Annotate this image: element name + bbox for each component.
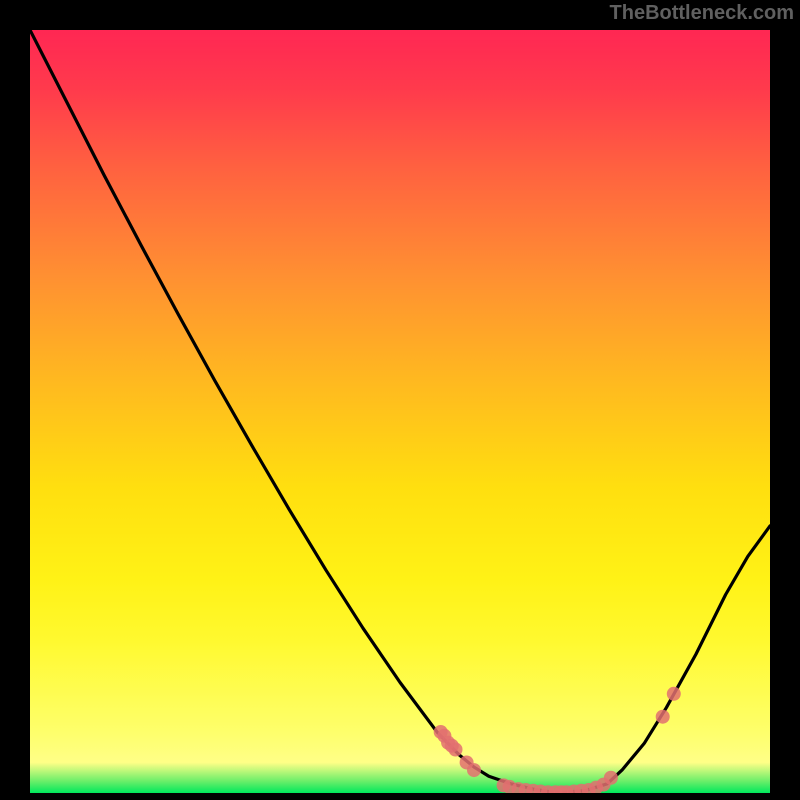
data-marker	[449, 743, 463, 757]
data-marker	[467, 763, 481, 777]
data-marker	[656, 710, 670, 724]
chart-plot-area	[30, 30, 770, 793]
chart-svg-layer	[30, 30, 770, 793]
watermark-text: TheBottleneck.com	[610, 2, 794, 25]
data-marker	[604, 771, 618, 785]
marker-group	[434, 687, 681, 793]
data-marker	[667, 687, 681, 701]
bottleneck-curve	[30, 30, 770, 792]
